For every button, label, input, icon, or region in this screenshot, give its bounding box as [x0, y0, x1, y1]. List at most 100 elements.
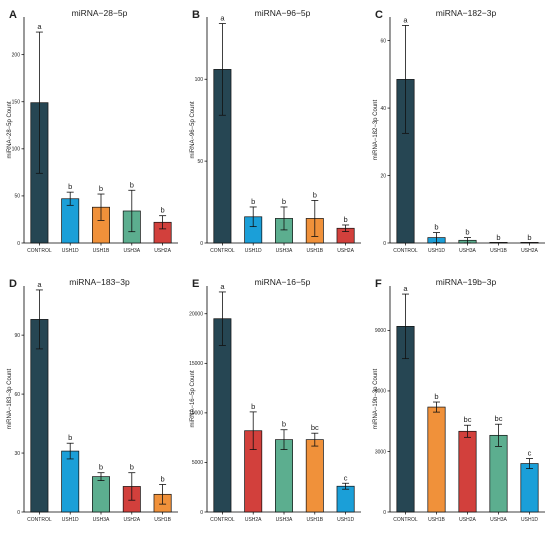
x-tick-label: USH2A: [154, 248, 171, 254]
bar-ush1d: [520, 463, 539, 513]
x-tick-label: USH3A: [93, 517, 110, 523]
y-tick-label: 15000: [189, 361, 203, 367]
bar-ush3a: [92, 476, 110, 513]
x-tick-label: USH1D: [521, 517, 538, 523]
chart-title: miRNA−182−3p: [436, 8, 497, 18]
x-tick-label: USH2A: [459, 517, 476, 523]
significance-letter: b: [99, 184, 103, 193]
y-tick-label: 0: [200, 510, 203, 516]
y-tick-label: 10000: [189, 411, 203, 417]
y-tick-label: 9000: [375, 328, 386, 334]
y-tick-label: 60: [14, 392, 20, 398]
x-tick-label: USH1D: [245, 248, 262, 254]
x-tick-label: USH3A: [459, 248, 476, 254]
y-axis-label: miRNA−16−5p Count: [190, 370, 196, 427]
y-tick-label: 150: [12, 100, 21, 106]
significance-letter: c: [344, 473, 348, 482]
x-tick-label: USH1D: [428, 248, 445, 254]
y-tick-label: 30: [14, 451, 20, 457]
y-tick-label: 0: [200, 241, 203, 247]
bar-control: [213, 318, 232, 513]
significance-letter: b: [527, 233, 531, 242]
bar-ush1b: [427, 406, 446, 513]
x-tick-label: USH3A: [276, 248, 293, 254]
x-tick-label: USH1D: [337, 517, 354, 523]
y-tick-label: 90: [14, 333, 20, 339]
significance-letter: a: [220, 14, 225, 23]
chart-title: miRNA−96−5p: [255, 8, 311, 18]
bar-ush1d: [336, 485, 355, 513]
significance-letter: b: [251, 402, 255, 411]
x-tick-label: CONTROL: [27, 248, 52, 254]
chart-title: miRNA−16−5p: [255, 277, 311, 287]
significance-letter: b: [130, 180, 134, 189]
y-tick-label: 20: [380, 173, 386, 179]
y-tick-label: 60: [380, 38, 386, 44]
bar-ush2a: [520, 242, 539, 244]
x-tick-label: USH2A: [123, 517, 140, 523]
x-tick-label: USH3A: [123, 248, 140, 254]
y-axis-label: miRNA−96−5p Count: [190, 101, 196, 158]
significance-letter: bc: [311, 423, 319, 432]
bar-ush3a: [275, 439, 293, 513]
x-tick-label: USH3A: [490, 517, 507, 523]
significance-letter: a: [37, 280, 42, 289]
significance-letter: b: [130, 463, 134, 472]
x-tick-label: USH2A: [521, 248, 538, 254]
significance-letter: b: [282, 420, 286, 429]
bar-ush1d: [61, 450, 80, 513]
y-tick-label: 0: [383, 241, 386, 247]
panel-letter: D: [9, 278, 17, 290]
significance-letter: c: [528, 449, 532, 458]
y-tick-label: 0: [17, 510, 20, 516]
y-tick-label: 3000: [375, 449, 386, 455]
y-tick-label: 100: [12, 147, 21, 153]
panel-letter: F: [375, 278, 382, 290]
x-tick-label: CONTROL: [210, 517, 235, 523]
x-tick-label: USH2A: [337, 248, 354, 254]
significance-letter: a: [403, 15, 408, 24]
significance-letter: bc: [495, 414, 503, 423]
x-tick-label: CONTROL: [210, 248, 235, 254]
y-axis-label: miRNA−183−3p Count: [7, 368, 13, 429]
y-tick-label: 40: [380, 106, 386, 112]
x-tick-label: USH1D: [62, 248, 79, 254]
significance-letter: a: [37, 22, 42, 31]
y-tick-label: 5000: [192, 460, 203, 466]
x-tick-label: USH2A: [245, 517, 262, 523]
y-tick-label: 0: [383, 510, 386, 516]
significance-letter: a: [403, 284, 408, 293]
panel-letter: A: [9, 9, 17, 21]
y-tick-label: 6000: [375, 389, 386, 395]
panel-letter: B: [192, 9, 200, 21]
x-tick-label: USH1B: [154, 517, 171, 523]
bar-ush3a: [489, 434, 508, 513]
significance-letter: b: [434, 223, 438, 232]
significance-letter: a: [220, 282, 225, 291]
y-axis-label: miRNA−182−3p Count: [373, 99, 379, 160]
panel-letter: C: [375, 9, 383, 21]
y-tick-label: 50: [14, 194, 20, 200]
significance-letter: b: [251, 197, 255, 206]
y-tick-label: 100: [195, 77, 204, 83]
panel-letter: E: [192, 278, 199, 290]
bar-ush1b: [489, 242, 508, 244]
y-tick-label: 200: [12, 52, 21, 58]
y-axis-label: miRNA−28−5p Count: [7, 101, 13, 158]
chart-title: miRNA−28−5p: [72, 8, 128, 18]
significance-letter: b: [496, 233, 500, 242]
x-tick-label: CONTROL: [393, 517, 418, 523]
significance-letter: b: [68, 182, 72, 191]
x-tick-label: USH1B: [306, 248, 323, 254]
significance-letter: b: [99, 463, 103, 472]
y-tick-label: 50: [197, 159, 203, 165]
y-tick-label: 0: [17, 241, 20, 247]
significance-letter: b: [465, 228, 469, 237]
x-tick-label: USH1B: [306, 517, 323, 523]
bar-ush2a: [458, 430, 477, 513]
